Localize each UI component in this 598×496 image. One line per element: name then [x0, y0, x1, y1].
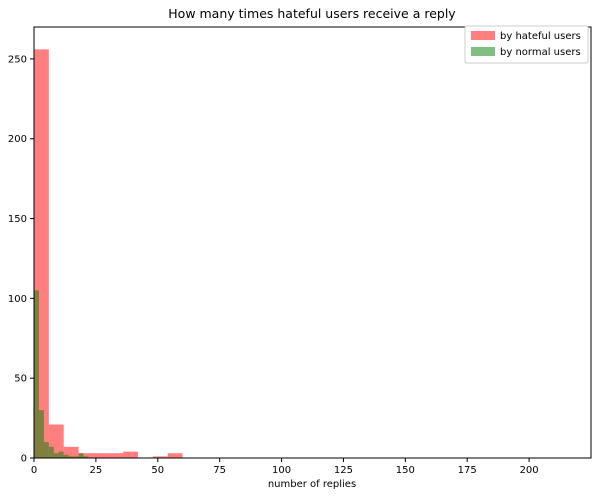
legend: by hateful users by normal users — [464, 25, 589, 64]
legend-swatch-hateful — [471, 31, 495, 40]
y-tick-label-3: 150 — [8, 214, 27, 225]
legend-box — [464, 25, 589, 64]
bar-series1-bin9 — [78, 453, 84, 458]
x-tick-label-4: 100 — [272, 465, 291, 476]
x-tick-label-7: 175 — [458, 465, 477, 476]
bar-series0-bin6 — [123, 451, 138, 458]
bar-series1-bin5 — [58, 451, 64, 458]
plot-frame — [33, 26, 592, 459]
x-tick-label-1: 25 — [90, 465, 103, 476]
x-tick-label-5: 125 — [334, 465, 353, 476]
bars-layer — [34, 49, 183, 459]
chart-title: How many times hateful users receive a r… — [168, 6, 456, 21]
bar-series1-bin0 — [34, 290, 39, 458]
bar-series0-bin5 — [108, 453, 124, 458]
x-tick-label-0: 0 — [31, 465, 37, 476]
legend-swatch-normal — [471, 47, 495, 56]
x-tick-label-8: 200 — [520, 465, 539, 476]
x-tick-label-6: 150 — [396, 465, 415, 476]
y-axis: 0 50 100 150 200 250 — [8, 54, 34, 465]
bar-series1-bin1 — [38, 410, 44, 458]
bar-series1-bin3 — [48, 446, 54, 458]
bar-series1-bin10 — [83, 456, 89, 458]
bar-series0-bin9 — [167, 453, 183, 458]
bar-series0-bin2 — [63, 446, 79, 458]
bar-series1-bin6 — [63, 454, 69, 458]
legend-label-normal: by normal users — [500, 47, 581, 58]
bar-series0-bin3 — [78, 453, 94, 458]
y-tick-label-0: 0 — [21, 454, 27, 465]
bar-series1-bin8 — [73, 456, 79, 458]
legend-label-hateful: by hateful users — [500, 31, 581, 42]
y-tick-label-1: 50 — [14, 374, 27, 385]
x-axis: 0 25 50 75 100 125 150 175 200 — [31, 458, 539, 476]
bar-series0-bin8 — [152, 456, 168, 458]
x-tick-label-3: 75 — [213, 465, 226, 476]
y-tick-label-4: 200 — [8, 134, 27, 145]
x-axis-label: number of replies — [268, 479, 356, 490]
y-tick-label-2: 100 — [8, 294, 27, 305]
x-tick-label-2: 50 — [151, 465, 164, 476]
bar-series0-bin4 — [93, 453, 109, 458]
y-tick-label-5: 250 — [8, 54, 27, 65]
bar-series1-bin4 — [53, 453, 59, 458]
bar-series1-bin7 — [68, 456, 74, 458]
bar-series1-bin2 — [43, 442, 49, 458]
